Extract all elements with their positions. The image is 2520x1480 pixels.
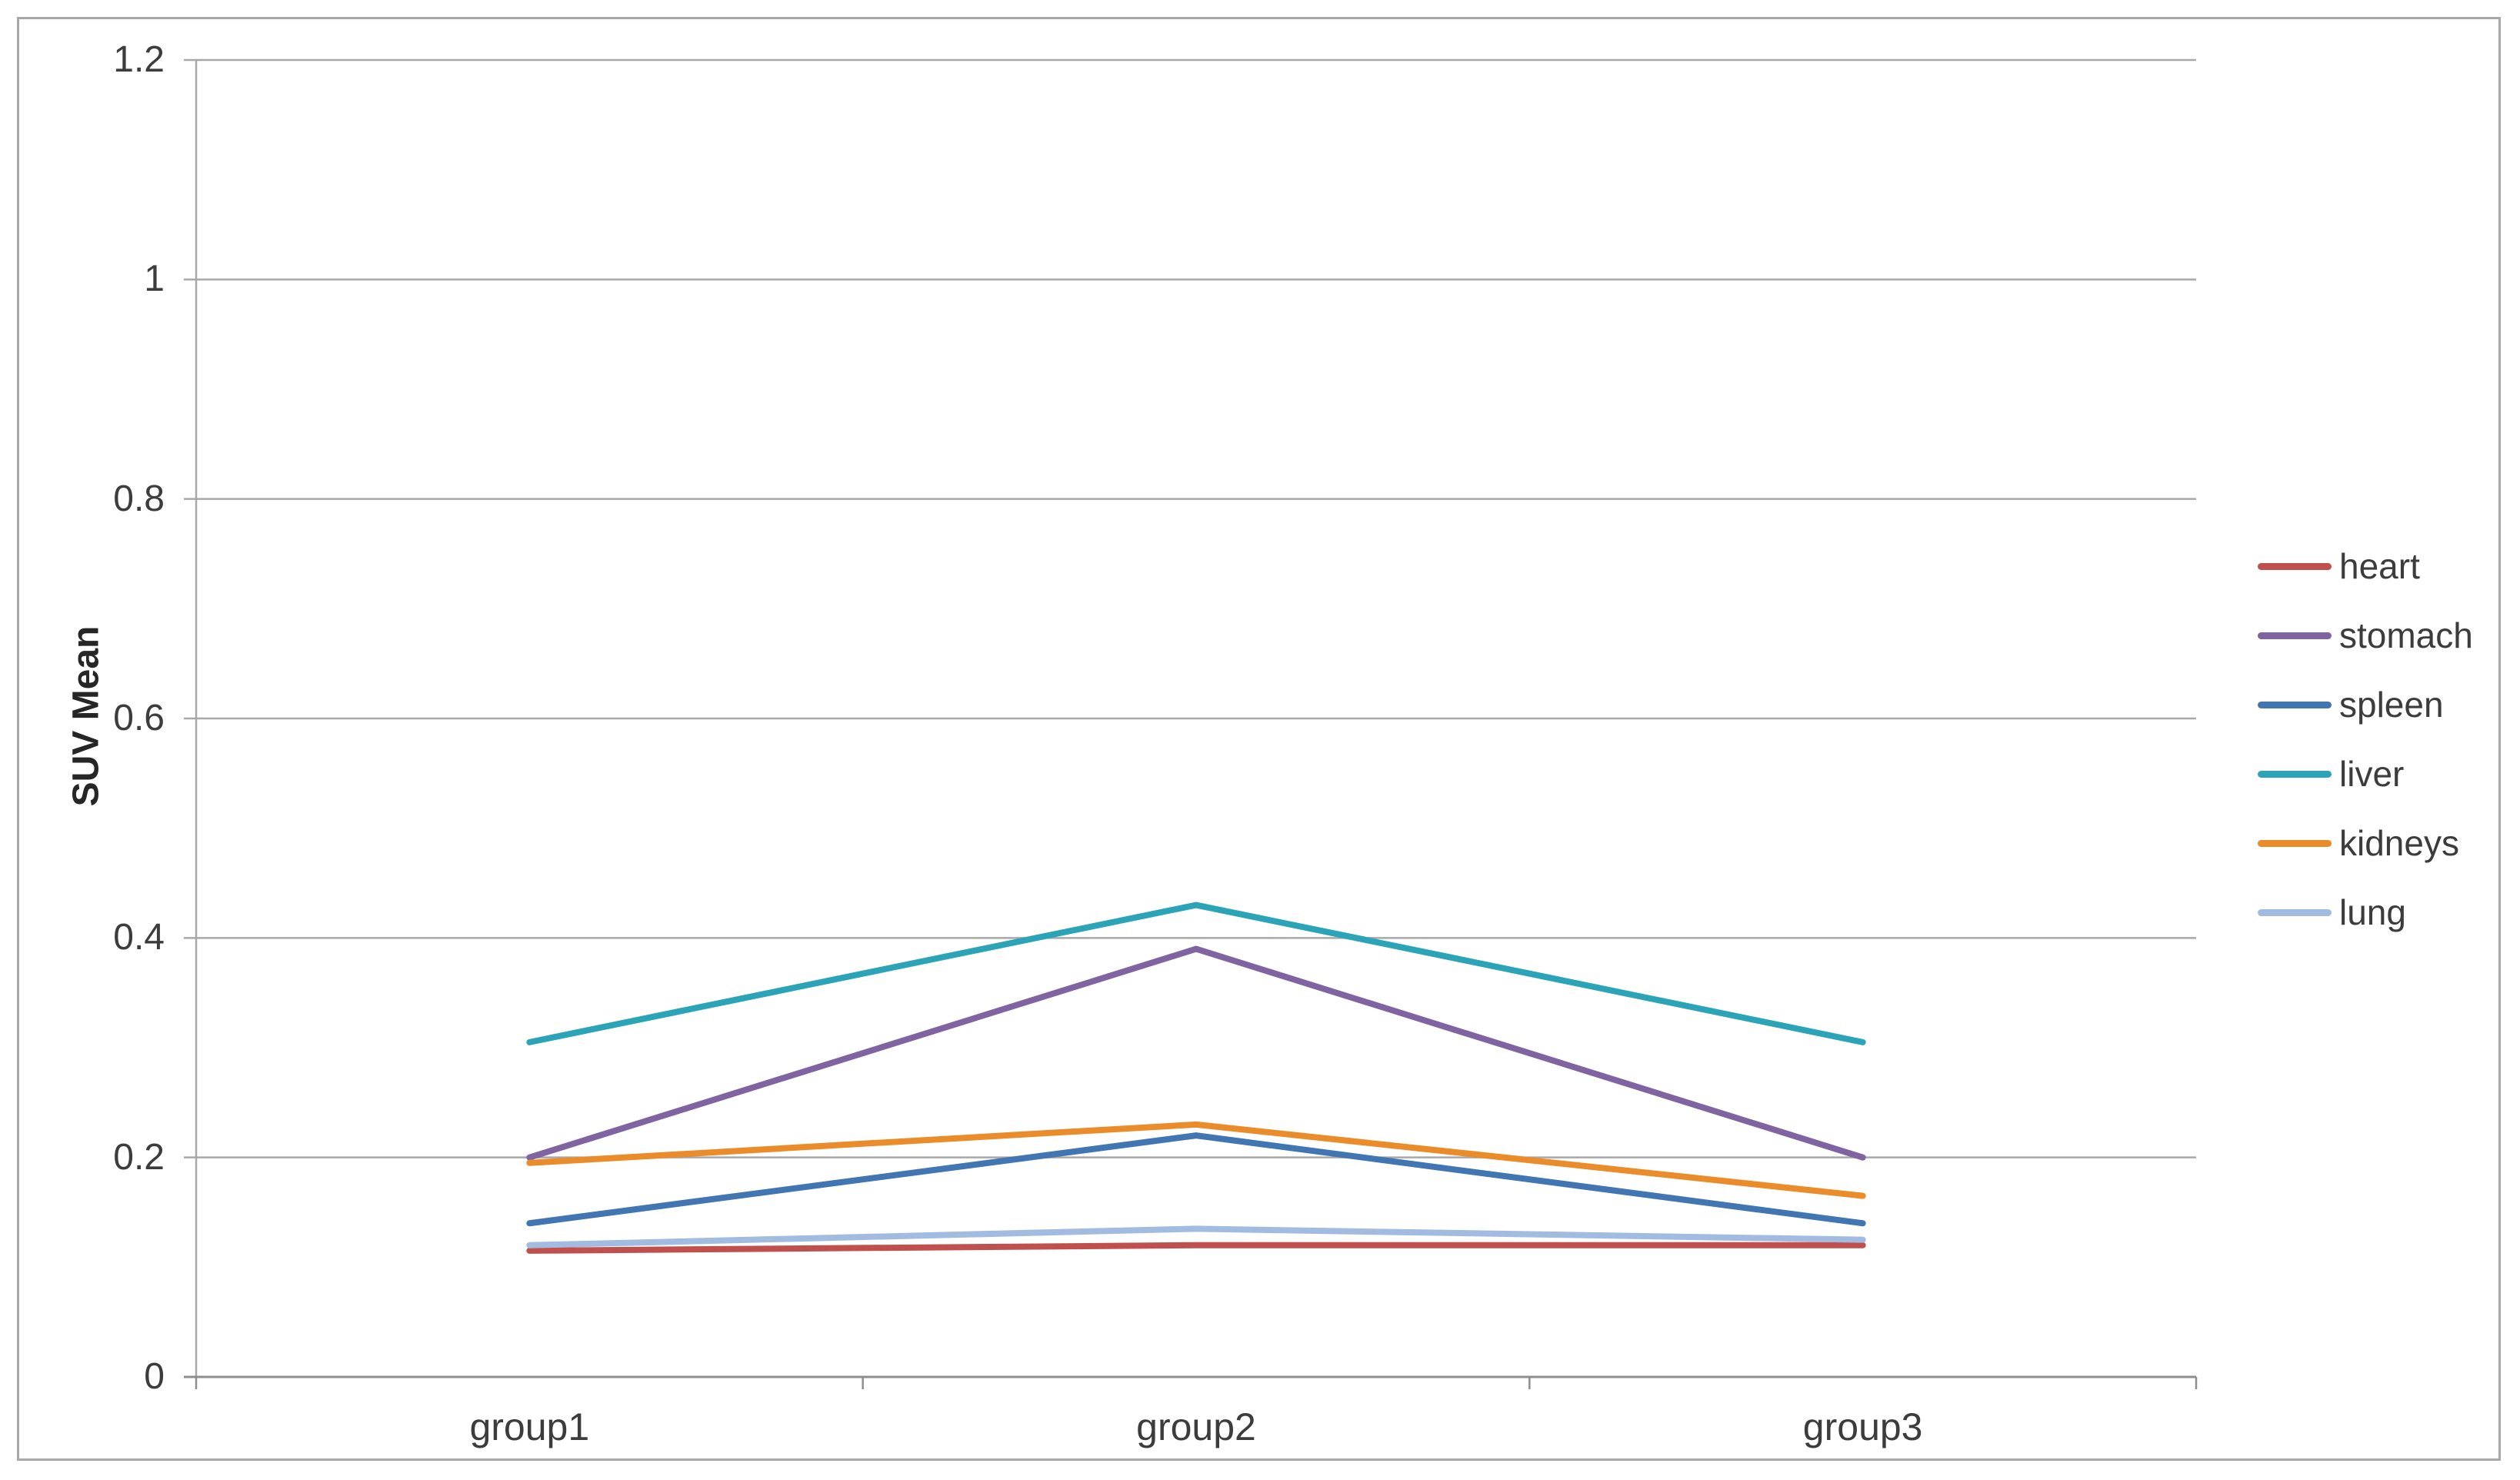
legend-swatch-heart <box>2258 562 2332 570</box>
y-tick-label-0.4: 0.4 <box>113 917 165 958</box>
legend-label-kidneys: kidneys <box>2339 823 2459 863</box>
series-line-spleen <box>526 1132 1866 1227</box>
series-line-stomach <box>526 945 1866 1161</box>
legend-item-lung: lung <box>2258 889 2406 935</box>
y-tick-label-0.6: 0.6 <box>113 698 165 738</box>
legend-label-spleen: spleen <box>2339 685 2444 725</box>
legend-swatch-lung <box>2258 908 2332 916</box>
x-category-label-group1: group1 <box>469 1405 590 1448</box>
legend-label-lung: lung <box>2339 892 2406 932</box>
y-tick-label-0: 0 <box>144 1356 165 1397</box>
legend-item-stomach: stomach <box>2258 612 2473 658</box>
series-line-kidneys <box>526 1121 1866 1199</box>
legend-label-stomach: stomach <box>2339 615 2473 655</box>
legend-label-heart: heart <box>2339 546 2420 586</box>
legend-item-kidneys: kidneys <box>2258 820 2459 866</box>
x-category-label-group2: group2 <box>1136 1405 1256 1448</box>
legend-swatch-stomach <box>2258 632 2332 639</box>
y-tick-label-0.8: 0.8 <box>113 478 165 519</box>
series-line-liver <box>526 902 1866 1045</box>
series-line-heart <box>526 1242 1866 1254</box>
legend-swatch-spleen <box>2258 701 2332 708</box>
y-tick-label-0.2: 0.2 <box>113 1136 165 1178</box>
legend-item-liver: liver <box>2258 751 2404 797</box>
y-tick-label-1: 1 <box>144 258 165 300</box>
gridlines-layer <box>184 58 2196 1158</box>
legend-label-liver: liver <box>2339 754 2405 794</box>
data-series-layer <box>526 902 1866 1254</box>
legend-swatch-kidneys <box>2258 839 2332 847</box>
legend-item-heart: heart <box>2258 543 2420 589</box>
legend-item-spleen: spleen <box>2258 682 2444 728</box>
series-line-lung <box>526 1225 1866 1248</box>
y-tick-label-1.2: 1.2 <box>113 39 165 80</box>
axes-layer <box>184 60 2198 1389</box>
x-category-label-group3: group3 <box>1802 1405 1923 1448</box>
legend-swatch-liver <box>2258 770 2332 778</box>
